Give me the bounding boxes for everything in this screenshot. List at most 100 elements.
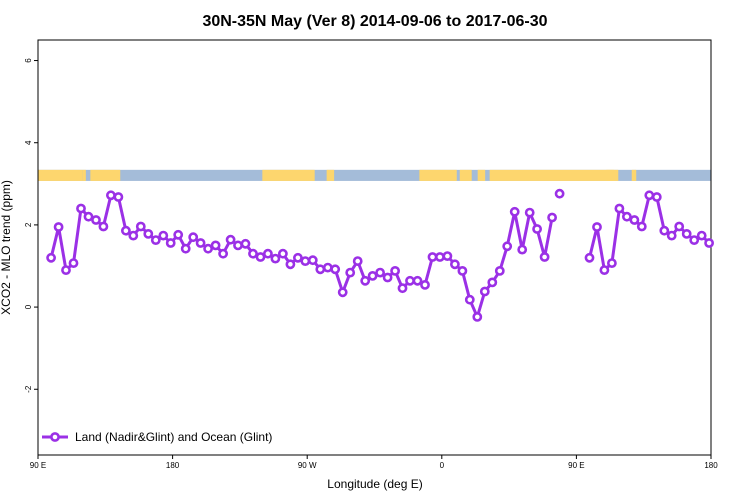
data-point	[158, 230, 169, 241]
data-point	[442, 251, 453, 261]
data-point	[509, 206, 520, 217]
data-point	[76, 203, 86, 214]
x-tick-label-5: 180	[704, 461, 718, 470]
land-segment-6	[459, 169, 472, 181]
y-tick-label-0: -2	[24, 385, 33, 393]
data-point	[689, 235, 700, 245]
land-segment-3	[262, 169, 315, 181]
data-point	[203, 243, 213, 254]
data-point	[382, 272, 393, 283]
data-point	[292, 252, 303, 263]
data-point	[592, 222, 602, 232]
x-axis-label: Longitude (deg E)	[327, 477, 422, 491]
land-segment-1	[82, 169, 86, 181]
data-point	[91, 215, 101, 225]
data-point	[262, 248, 273, 259]
data-point	[270, 253, 281, 264]
data-point	[248, 248, 258, 259]
data-point	[651, 192, 662, 202]
land-segment-5	[419, 169, 457, 181]
x-tick-label-1: 180	[166, 461, 180, 470]
data-point	[352, 256, 363, 266]
data-point	[61, 265, 71, 275]
data-point	[494, 265, 505, 276]
data-point	[210, 240, 221, 251]
data-point	[375, 267, 385, 278]
data-point	[315, 264, 326, 275]
x-tick-label-0: 90 E	[30, 461, 46, 470]
data-point	[98, 221, 109, 232]
data-point	[255, 252, 266, 262]
legend-marker	[50, 432, 60, 442]
data-point	[128, 230, 139, 241]
y-tick-label-4: 6	[24, 58, 33, 63]
y-axis-label: XCO2 - MLO trend (ppm)	[0, 180, 13, 315]
data-point	[554, 188, 565, 199]
data-point	[584, 252, 595, 263]
y-tick-label-3: 4	[24, 140, 33, 145]
data-point	[300, 256, 311, 266]
data-point	[180, 243, 191, 254]
data-point	[434, 252, 445, 262]
chart-title: 30N-35N May (Ver 8) 2014-09-06 to 2017-0…	[202, 13, 547, 30]
data-point	[68, 258, 79, 268]
data-point	[390, 265, 400, 276]
data-point	[345, 267, 356, 278]
land-segment-4	[326, 169, 335, 181]
data-point	[666, 230, 677, 241]
data-point	[46, 252, 56, 263]
data-point	[397, 283, 408, 294]
ocean-band	[38, 169, 711, 181]
data-point	[696, 230, 707, 241]
data-point	[644, 190, 655, 201]
data-point	[106, 190, 116, 201]
data-point	[539, 252, 550, 262]
data-point	[464, 294, 475, 305]
data-point	[188, 232, 199, 243]
data-point	[277, 248, 288, 259]
x-axis: 90 E 180 90 W 0 90 E 180	[30, 455, 718, 470]
data-point	[121, 225, 131, 236]
data-point	[53, 222, 64, 232]
x-tick-label-4: 90 E	[568, 461, 584, 470]
data-point	[337, 287, 348, 298]
x-tick-label-3: 0	[440, 461, 445, 470]
data-point	[472, 311, 483, 322]
data-point	[322, 262, 333, 273]
data-point	[659, 225, 670, 236]
series-layer	[46, 188, 714, 322]
data-point	[532, 224, 542, 234]
data-point	[524, 207, 535, 218]
data-point	[150, 235, 161, 245]
legend-label: Land (Nadir&Glint) and Ocean (Glint)	[75, 430, 272, 444]
data-point	[607, 258, 617, 268]
data-point	[629, 215, 640, 225]
data-point	[360, 275, 371, 286]
data-point	[449, 259, 460, 270]
data-point	[487, 277, 498, 288]
data-point	[681, 228, 692, 239]
land-ocean-band	[38, 169, 711, 181]
data-point	[113, 192, 124, 202]
data-point	[165, 238, 176, 248]
data-point	[502, 241, 513, 252]
land-segment-0	[38, 169, 83, 181]
data-point	[547, 212, 557, 223]
land-segment-7	[477, 169, 486, 181]
land-segment-9	[606, 169, 614, 181]
data-point	[420, 279, 430, 290]
plot-frame	[37, 39, 712, 456]
data-point	[83, 211, 94, 222]
data-point	[517, 244, 528, 255]
legend: Land (Nadir&Glint) and Ocean (Glint)	[42, 430, 272, 444]
y-axis: -2 0 2 4 6	[24, 58, 38, 393]
data-point	[307, 255, 318, 266]
y-tick-label-2: 2	[24, 222, 33, 227]
land-segment-10	[631, 169, 637, 181]
data-point	[233, 240, 243, 251]
data-point	[225, 234, 236, 245]
data-point	[367, 270, 378, 281]
data-point	[599, 265, 610, 275]
data-point	[143, 228, 154, 239]
